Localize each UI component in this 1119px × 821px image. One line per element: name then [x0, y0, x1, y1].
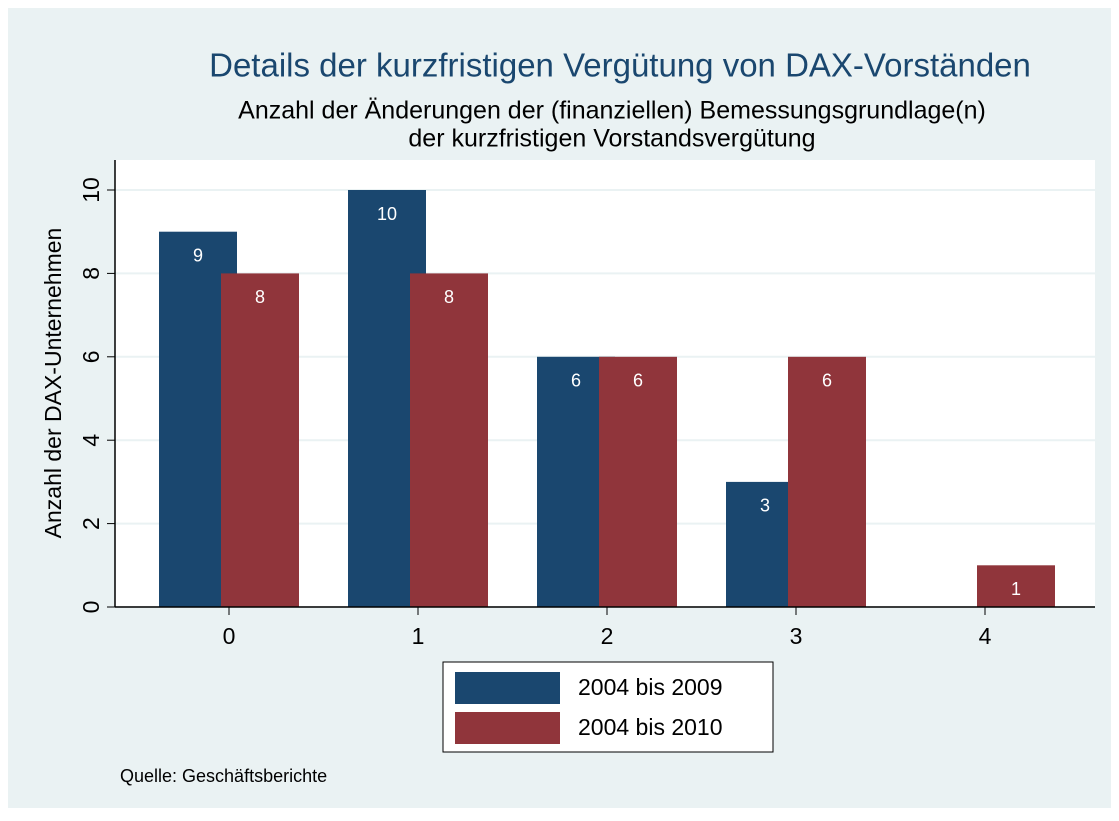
y-tick-label: 0	[78, 601, 104, 614]
y-tick-label: 6	[78, 350, 104, 363]
bar	[788, 356, 866, 607]
x-tick-label: 0	[223, 623, 236, 649]
chart-subtitle: der kurzfristigen Vorstandsvergütung	[408, 125, 815, 153]
data-label: 6	[571, 371, 581, 391]
x-tick-label: 1	[412, 623, 425, 649]
y-tick-label: 10	[78, 177, 104, 203]
x-tick-label: 2	[601, 623, 614, 649]
data-label: 6	[633, 371, 643, 391]
chart-title: Details der kurzfristigen Vergütung von …	[209, 47, 1031, 84]
y-tick-label: 4	[78, 434, 104, 447]
legend-label: 2004 bis 2009	[578, 674, 723, 700]
y-axis-title: Anzahl der DAX-Unternehmen	[40, 228, 66, 539]
data-label: 9	[193, 245, 203, 265]
y-tick-label: 8	[78, 267, 104, 280]
bar	[599, 356, 677, 607]
note: Quelle: Geschäftsberichte	[120, 766, 327, 786]
bar	[221, 273, 299, 607]
bar	[977, 565, 1055, 607]
data-label: 10	[377, 204, 397, 224]
legend-swatch	[455, 712, 560, 744]
data-label: 8	[444, 287, 454, 307]
x-tick-label: 4	[979, 623, 992, 649]
legend-label: 2004 bis 2010	[578, 714, 723, 740]
bar	[410, 273, 488, 607]
chart-subtitle: Anzahl der Änderungen der (finanziellen)…	[238, 97, 986, 125]
y-tick-label: 2	[78, 517, 104, 530]
x-tick-label: 3	[790, 623, 803, 649]
legend-swatch	[455, 672, 560, 704]
data-label: 1	[1011, 579, 1021, 599]
data-label: 3	[760, 496, 770, 516]
data-label: 8	[255, 287, 265, 307]
data-label: 6	[822, 371, 832, 391]
